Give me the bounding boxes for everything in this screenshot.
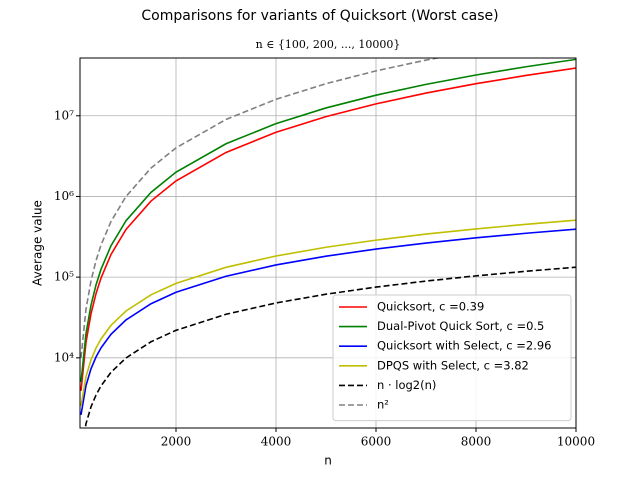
y-tick-label: 10⁷ [54, 108, 74, 122]
axes-frame [79, 57, 577, 429]
x-tick-label: 8000 [461, 435, 492, 449]
plot-area [80, 58, 576, 428]
x-axis-label: n [324, 454, 332, 468]
series-line [80, 58, 442, 358]
y-tick-label: 10⁶ [54, 189, 74, 203]
legend-label: Dual-Pivot Quick Sort, c =0.5 [377, 319, 544, 333]
y-axis-label: Average value [31, 200, 45, 286]
legend-label: Quicksort, c =0.39 [377, 300, 484, 314]
x-tick-label: 6000 [361, 435, 392, 449]
x-tick-label: 2000 [161, 435, 192, 449]
x-tick-label: 4000 [261, 435, 292, 449]
legend-label: Quicksort with Select, c =2.96 [377, 339, 552, 353]
chart-subtitle: n ∈ {100, 200, ..., 10000} [256, 38, 401, 51]
x-tick-label: 10000 [557, 435, 595, 449]
legend: Quicksort, c =0.39 Dual-Pivot Quick Sort,… [332, 294, 572, 422]
series-line [80, 58, 576, 383]
legend-label: n · log2(n) [377, 378, 436, 392]
chart-title: Comparisons for variants of Quicksort (W… [141, 8, 498, 24]
series-line [80, 219, 576, 407]
legend-box [332, 294, 572, 422]
legend-label: DPQS with Select, c =3.82 [377, 358, 529, 372]
y-tick-label: 10⁴ [54, 350, 74, 364]
series-line [84, 266, 576, 428]
series-line [80, 228, 576, 415]
y-tick-label: 10⁵ [54, 270, 74, 284]
legend-label: n² [377, 398, 389, 412]
series-line [80, 67, 576, 391]
